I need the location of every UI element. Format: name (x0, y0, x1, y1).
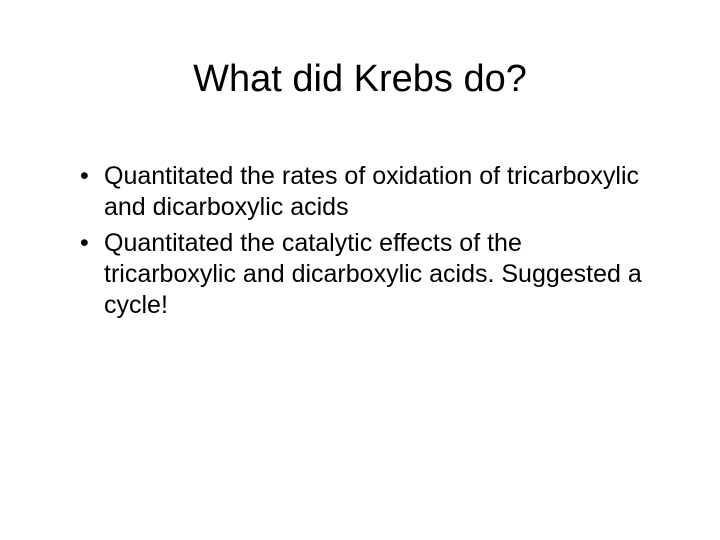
bullet-list: Quantitated the rates of oxidation of tr… (60, 161, 660, 321)
slide-title: What did Krebs do? (60, 58, 660, 101)
slide-container: What did Krebs do? Quantitated the rates… (0, 0, 720, 540)
list-item: Quantitated the catalytic effects of the… (80, 228, 660, 322)
list-item: Quantitated the rates of oxidation of tr… (80, 161, 660, 224)
